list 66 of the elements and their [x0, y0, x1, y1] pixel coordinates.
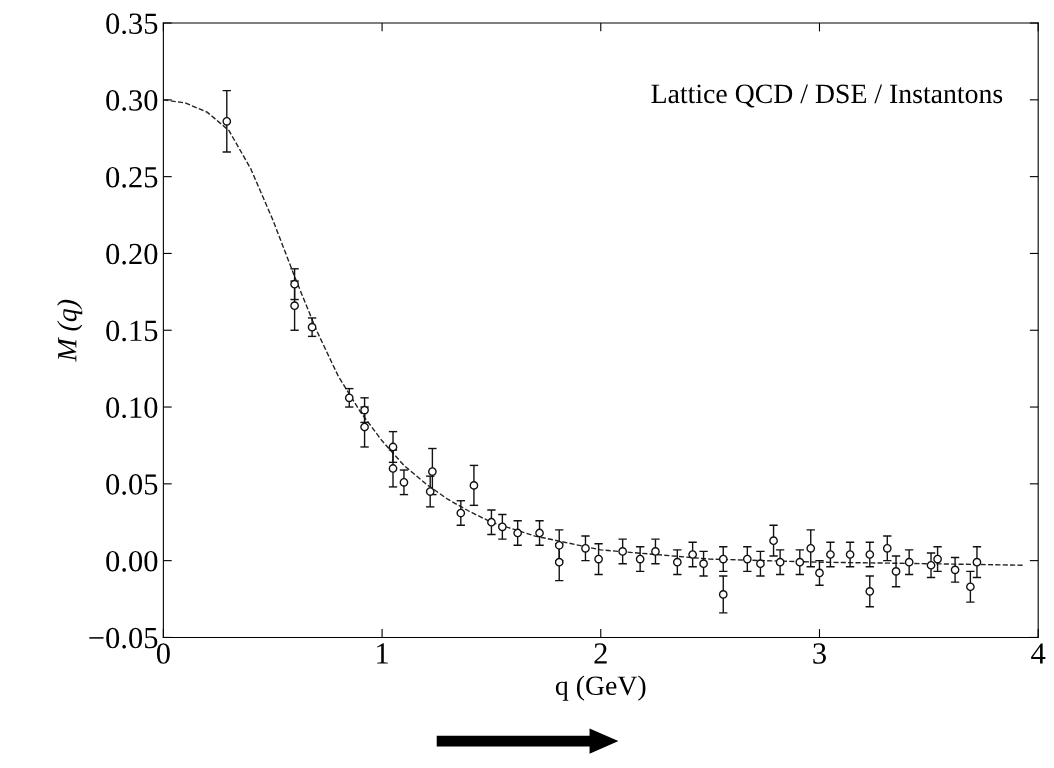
point: [742, 554, 752, 564]
x-tick-label: 1: [377, 643, 388, 664]
y-tick-label: 0.25: [106, 166, 158, 188]
y-tick-label: 0.30: [106, 90, 158, 111]
y-tick-label: 0.15: [106, 320, 158, 342]
point: [865, 550, 875, 559]
point: [388, 464, 398, 473]
y-tick-label: −0.05: [89, 627, 158, 649]
x-tick-label: 0: [156, 643, 170, 664]
y-axis-title: M (q): [57, 299, 83, 362]
point: [718, 554, 728, 564]
point: [795, 557, 805, 567]
point: [290, 279, 299, 289]
point: [513, 528, 523, 538]
point: [581, 543, 590, 553]
point: [904, 557, 914, 567]
point: [344, 393, 354, 403]
point: [594, 554, 603, 564]
point: [966, 582, 975, 592]
point: [718, 590, 728, 599]
annotation: Lattice QCD / DSE / Instantons: [651, 84, 1003, 108]
point: [699, 559, 708, 569]
point: [688, 550, 698, 559]
point: [651, 547, 660, 556]
point: [554, 540, 564, 550]
point: [933, 554, 942, 564]
y-tick-label: 0.35: [106, 13, 158, 35]
point: [618, 547, 628, 556]
x-tick-label: 4: [1031, 643, 1046, 664]
y-tick-label: 0.00: [106, 550, 158, 572]
point: [487, 517, 496, 527]
point: [425, 487, 435, 496]
point: [554, 557, 564, 567]
point: [845, 550, 855, 559]
point: [635, 554, 645, 564]
point: [815, 568, 824, 578]
x-axis-title: q (GeV): [555, 675, 646, 701]
point: [769, 536, 778, 546]
point: [290, 301, 299, 311]
point: [926, 560, 936, 570]
point: [865, 586, 875, 596]
point: [360, 405, 369, 415]
point: [388, 442, 398, 452]
x-tick-label: 3: [813, 643, 826, 664]
point: [826, 550, 835, 559]
point: [307, 322, 317, 332]
point: [756, 559, 765, 569]
point: [360, 422, 369, 432]
point: [456, 508, 466, 518]
point: [497, 522, 507, 532]
point: [775, 557, 785, 567]
point: [469, 481, 479, 490]
point: [972, 557, 982, 567]
point: [428, 467, 437, 476]
y-tick-label: 0.05: [106, 474, 158, 495]
y-tick-label: 0.10: [106, 397, 158, 419]
x-tick-label: 2: [594, 643, 607, 664]
y-tick-label: 0.20: [106, 243, 158, 265]
point: [806, 543, 816, 553]
point: [672, 557, 682, 567]
point: [882, 543, 892, 553]
point: [950, 565, 960, 575]
point: [399, 477, 409, 487]
point: [891, 567, 901, 576]
point: [222, 116, 232, 126]
point: [535, 528, 544, 538]
